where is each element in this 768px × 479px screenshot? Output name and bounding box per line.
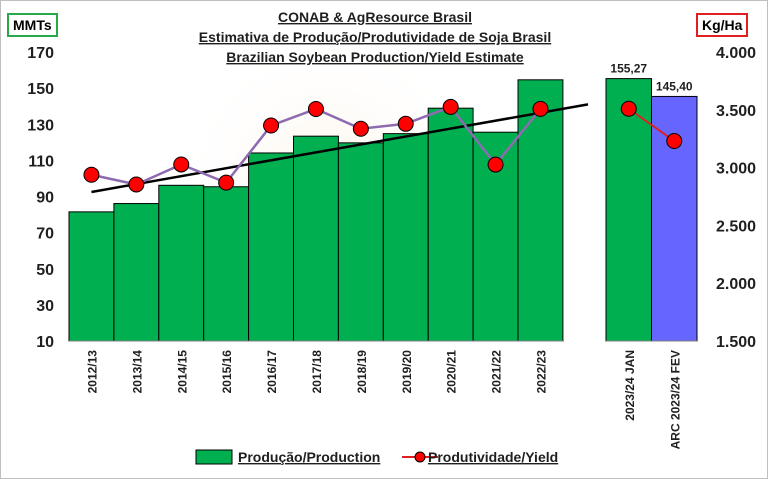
x-tick-label: 2019/20	[400, 350, 414, 394]
right-axis-unit: Kg/Ha	[696, 13, 749, 37]
right-tick-label: 2.000	[716, 276, 756, 293]
yield-point	[128, 176, 145, 193]
yield-point	[307, 100, 324, 117]
trend-line	[91, 103, 589, 194]
right-tick-label: 3.500	[716, 103, 756, 120]
x-tick-label: 2016/17	[265, 350, 279, 394]
right-axis-ticks: 1.500 2.000 2.500 3.000 3.500 4.000	[716, 45, 756, 351]
legend-yield-marker	[414, 451, 426, 463]
production-bar	[293, 135, 339, 342]
x-tick-label: 2017/18	[310, 350, 324, 394]
left-axis-ticks: 10 30 50 70 90 110 130 150 170	[27, 45, 54, 351]
yield-lines	[83, 98, 683, 194]
chart-title-line2: Estimativa de Produção/Produtividade de …	[199, 29, 551, 45]
yield-point	[173, 156, 190, 173]
forecast-yield-line	[628, 107, 675, 142]
x-tick-label: 2012/13	[85, 350, 99, 394]
forecast-yield-point	[666, 133, 683, 150]
production-bar	[517, 79, 564, 342]
x-tick-label: 2020/21	[445, 350, 459, 394]
production-bar	[248, 152, 295, 342]
yield-point	[83, 166, 100, 183]
left-tick-label: 90	[36, 190, 54, 207]
left-tick-label: 150	[27, 81, 54, 98]
x-tick-label: 2015/16	[220, 350, 234, 394]
left-tick-label: 110	[28, 153, 54, 170]
x-tick-label: 2023/24 JAN	[623, 350, 637, 421]
forecast-value-label: 155,27	[610, 62, 647, 76]
production-bar	[113, 203, 160, 342]
x-tick-label: 2014/15	[175, 350, 189, 394]
left-tick-label: 10	[36, 334, 54, 351]
chart-title-line1: CONAB & AgResource Brasil	[278, 9, 472, 25]
production-bar	[68, 211, 115, 342]
x-tick-label: ARC 2023/24 FEV	[668, 350, 682, 449]
right-tick-label: 3.000	[716, 161, 756, 178]
right-tick-label: 2.500	[716, 218, 756, 235]
production-bar	[382, 133, 429, 342]
production-bar	[427, 107, 474, 342]
left-tick-label: 30	[36, 298, 54, 315]
yield-point	[263, 117, 280, 134]
x-tick-label: 2018/19	[355, 350, 369, 394]
forecast-bar	[605, 78, 652, 342]
yield-point	[487, 156, 504, 173]
x-axis-labels: 2012/13 2013/14 2014/15 2015/16 2016/17 2017/…	[85, 350, 682, 450]
left-axis-unit: MMTs	[7, 13, 58, 37]
forecast-yield-point	[620, 100, 637, 117]
x-tick-label: 2021/22	[490, 350, 504, 394]
legend-production-label: Produção/Production	[238, 449, 380, 465]
left-tick-label: 170	[27, 45, 54, 62]
x-tick-label: 2022/23	[534, 350, 548, 394]
chart-title-line3: Brazilian Soybean Production/Yield Estim…	[226, 49, 524, 65]
yield-point	[532, 100, 549, 117]
yield-point	[397, 115, 414, 132]
left-tick-label: 70	[36, 226, 54, 243]
legend-production-swatch	[195, 449, 233, 465]
production-bar	[158, 184, 205, 342]
forecast-value-label: 145,40	[656, 79, 693, 93]
right-tick-label: 1.500	[716, 334, 756, 351]
left-tick-label: 50	[36, 262, 54, 279]
production-bar	[203, 186, 250, 342]
yield-point	[442, 98, 459, 115]
legend-yield-label: Produtividade/Yield	[428, 449, 558, 465]
production-bar	[337, 142, 384, 342]
x-tick-label: 2013/14	[130, 350, 144, 394]
right-tick-label: 4.000	[716, 45, 756, 62]
left-tick-label: 130	[27, 117, 54, 134]
yield-point	[352, 120, 369, 137]
yield-point	[218, 174, 235, 191]
